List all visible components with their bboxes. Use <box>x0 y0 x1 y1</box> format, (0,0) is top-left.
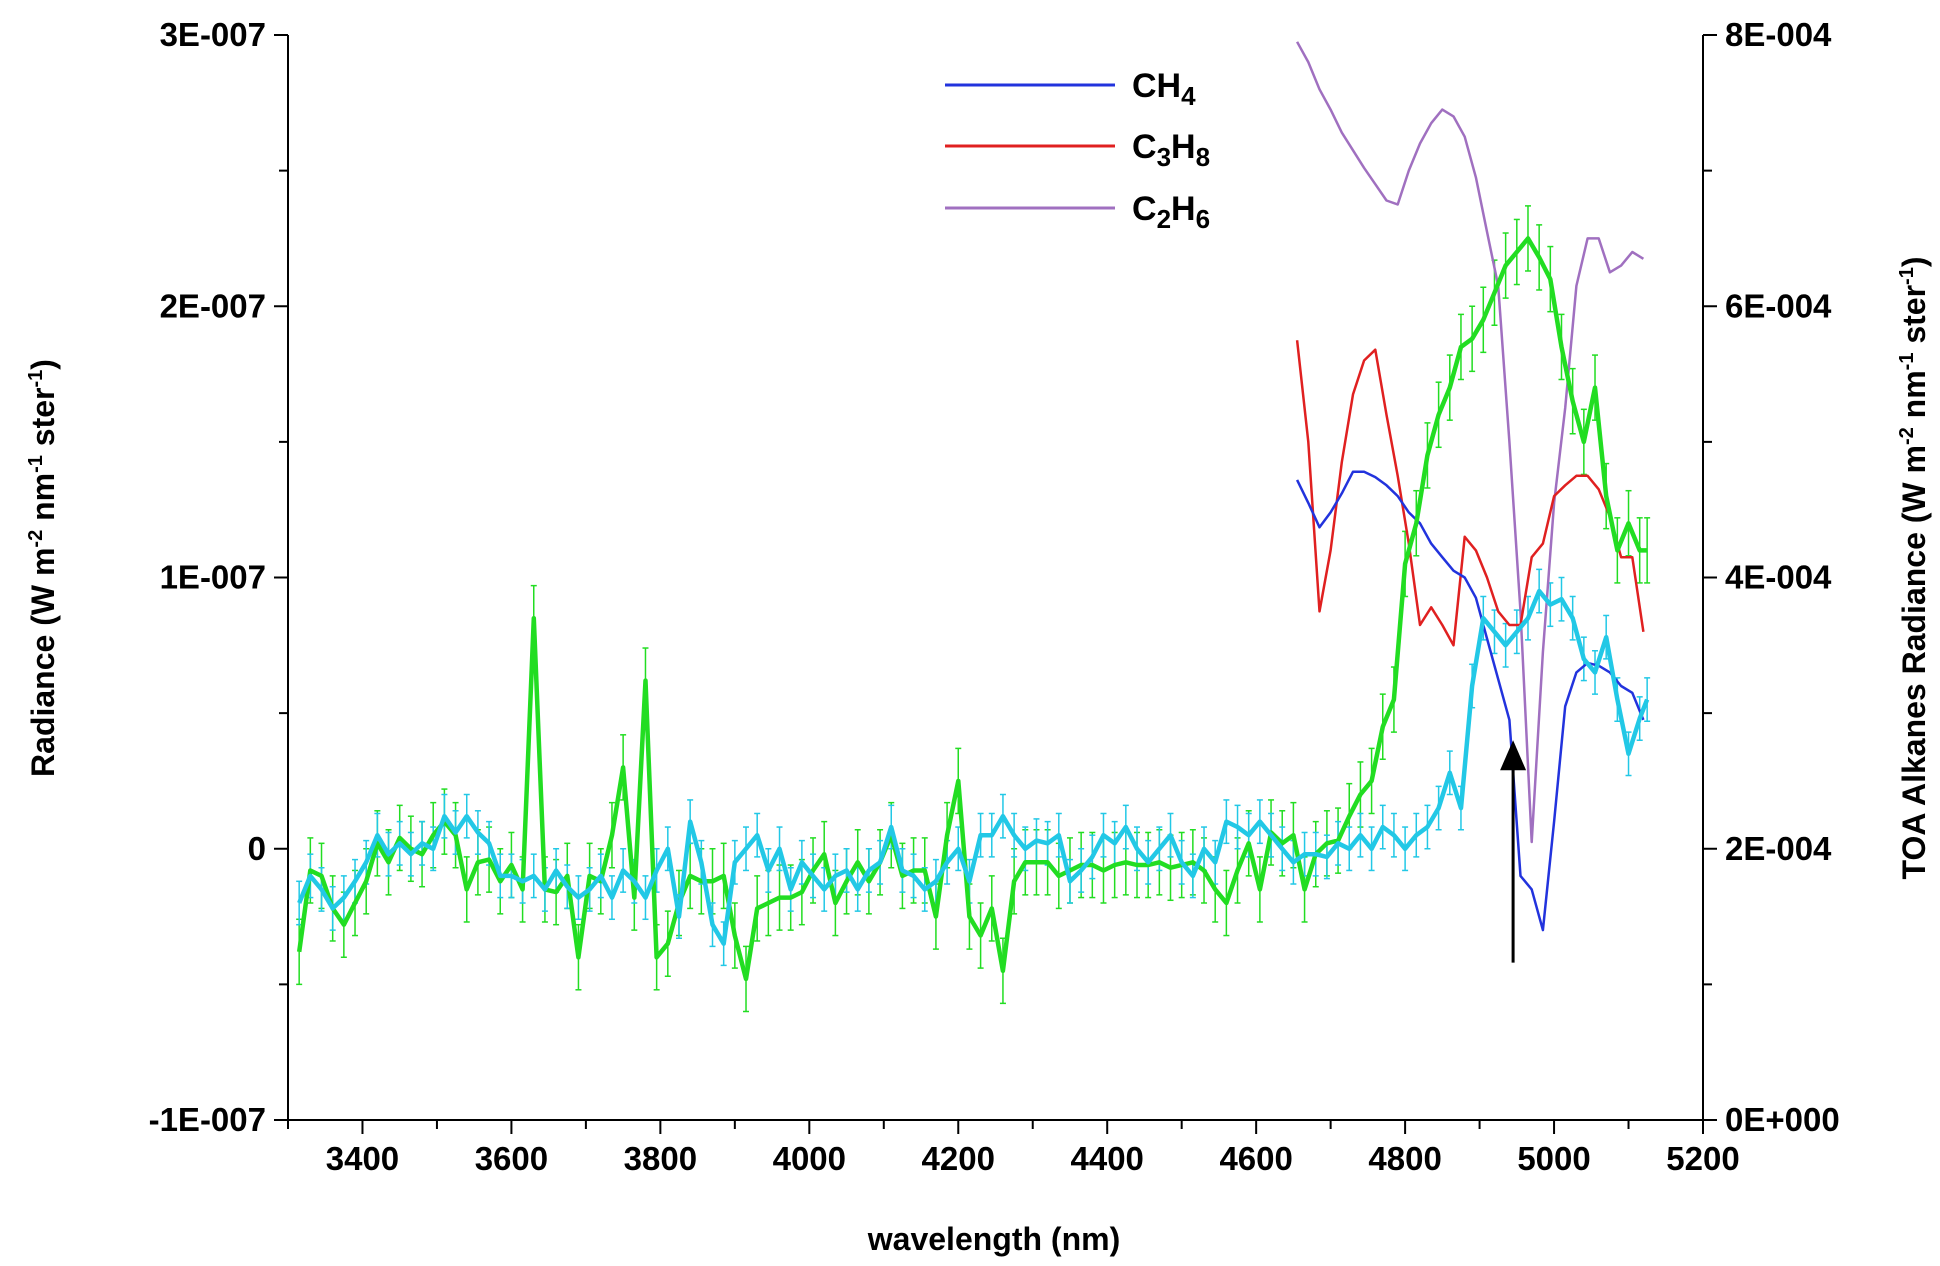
svg-text:TOA Alkanes Radiance (W m-2 nm: TOA Alkanes Radiance (W m-2 nm-1 ster-1) <box>1896 256 1932 879</box>
x-axis-label: wavelength (nm) <box>867 1221 1120 1257</box>
error-bars <box>296 205 1651 1013</box>
cyan-series-error-bar <box>1644 677 1651 723</box>
x-tick-label: 4600 <box>1219 1140 1292 1177</box>
legend: CH4 C3H8 C2H6 <box>945 67 1210 234</box>
y2-tick-label: 8E-004 <box>1725 16 1832 53</box>
x-tick-label: 5200 <box>1666 1140 1739 1177</box>
series-lines <box>296 41 1650 982</box>
c3h8-series-line <box>1295 340 1645 647</box>
x-tick-label: 5000 <box>1517 1140 1590 1177</box>
x-tick-label: 3600 <box>475 1140 548 1177</box>
y-tick-label: -1E-007 <box>149 1101 266 1138</box>
y2-tick-label: 0E+000 <box>1725 1101 1840 1138</box>
arrow-head <box>1500 740 1527 771</box>
y-tick-label: 2E-007 <box>160 287 266 324</box>
y2-axis-label: TOA Alkanes Radiance (W m-2 nm-1 ster-1) <box>1896 256 1932 879</box>
x-tick-label: 4800 <box>1368 1140 1441 1177</box>
y2-tick-label: 4E-004 <box>1725 559 1832 596</box>
annotation-arrow <box>1500 740 1527 963</box>
cyan-series-line <box>297 588 1650 946</box>
y-axis-label: Radiance (W m-2 nm-1 ster-1) <box>25 359 61 777</box>
x-tick-label: 4000 <box>773 1140 846 1177</box>
y-tick-label: 0 <box>248 830 266 867</box>
axis-ticks: 3400 3600 3800 4000 4200 4400 4600 4800 5000 5200… <box>149 16 1840 1177</box>
green-series-line <box>296 236 1648 982</box>
x-tick-label: 4200 <box>922 1140 995 1177</box>
x-tick-label: 3400 <box>326 1140 399 1177</box>
y-tick-label: 1E-007 <box>160 559 266 596</box>
y2-tick-label: 6E-004 <box>1725 287 1832 324</box>
legend-label-ch4: CH4 <box>1132 67 1196 111</box>
y2-tick-label: 2E-004 <box>1725 830 1832 867</box>
c2h6-series-line <box>1296 41 1645 844</box>
legend-label-c3h8: C3H8 <box>1132 128 1210 172</box>
x-tick-label: 4400 <box>1070 1140 1143 1177</box>
y-tick-label: 3E-007 <box>160 16 266 53</box>
x-tick-label: 3800 <box>624 1140 697 1177</box>
svg-text:Radiance (W m-2 nm-1 ster-1): Radiance (W m-2 nm-1 ster-1) <box>25 359 61 777</box>
green-series-error-bar <box>1644 517 1651 584</box>
plot-frame <box>287 35 1704 1121</box>
legend-label-c2h6: C2H6 <box>1132 190 1210 234</box>
